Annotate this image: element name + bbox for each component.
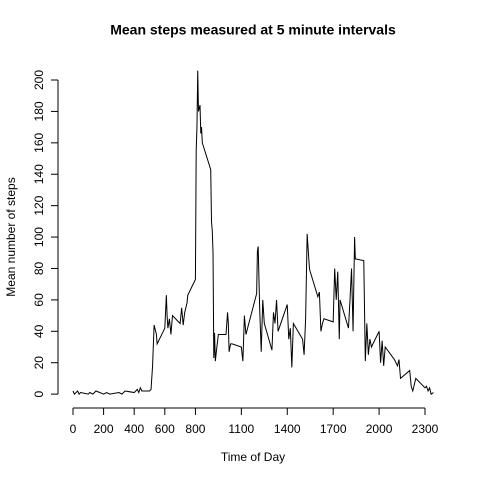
y-tick-label: 180: [32, 101, 46, 121]
x-tick-label: 600: [155, 422, 175, 436]
x-tick-label: 1400: [274, 422, 301, 436]
y-tick-label: 20: [32, 356, 46, 370]
y-tick-label: 100: [32, 227, 46, 247]
x-tick-label: 400: [124, 422, 144, 436]
x-tick-label: 800: [185, 422, 205, 436]
data-line: [72, 70, 434, 395]
y-tick-label: 160: [32, 133, 46, 153]
y-tick-label: 0: [32, 390, 46, 397]
y-tick-label: 200: [32, 70, 46, 90]
x-tick-label: 2300: [412, 422, 439, 436]
x-axis-label: Time of Day: [221, 450, 285, 464]
y-axis-label: Mean number of steps: [4, 177, 18, 296]
x-tick-label: 1700: [320, 422, 347, 436]
x-tick-label: 2000: [366, 422, 393, 436]
x-tick-label: 200: [94, 422, 114, 436]
y-tick-label: 60: [32, 293, 46, 307]
x-tick-label: 0: [70, 422, 77, 436]
y-tick-label: 80: [32, 261, 46, 275]
chart-title: Mean steps measured at 5 minute interval…: [110, 22, 396, 38]
y-tick-label: 40: [32, 324, 46, 338]
y-tick-label: 140: [32, 164, 46, 184]
y-tick-label: 120: [32, 195, 46, 215]
x-tick-label: 1100: [228, 422, 254, 436]
